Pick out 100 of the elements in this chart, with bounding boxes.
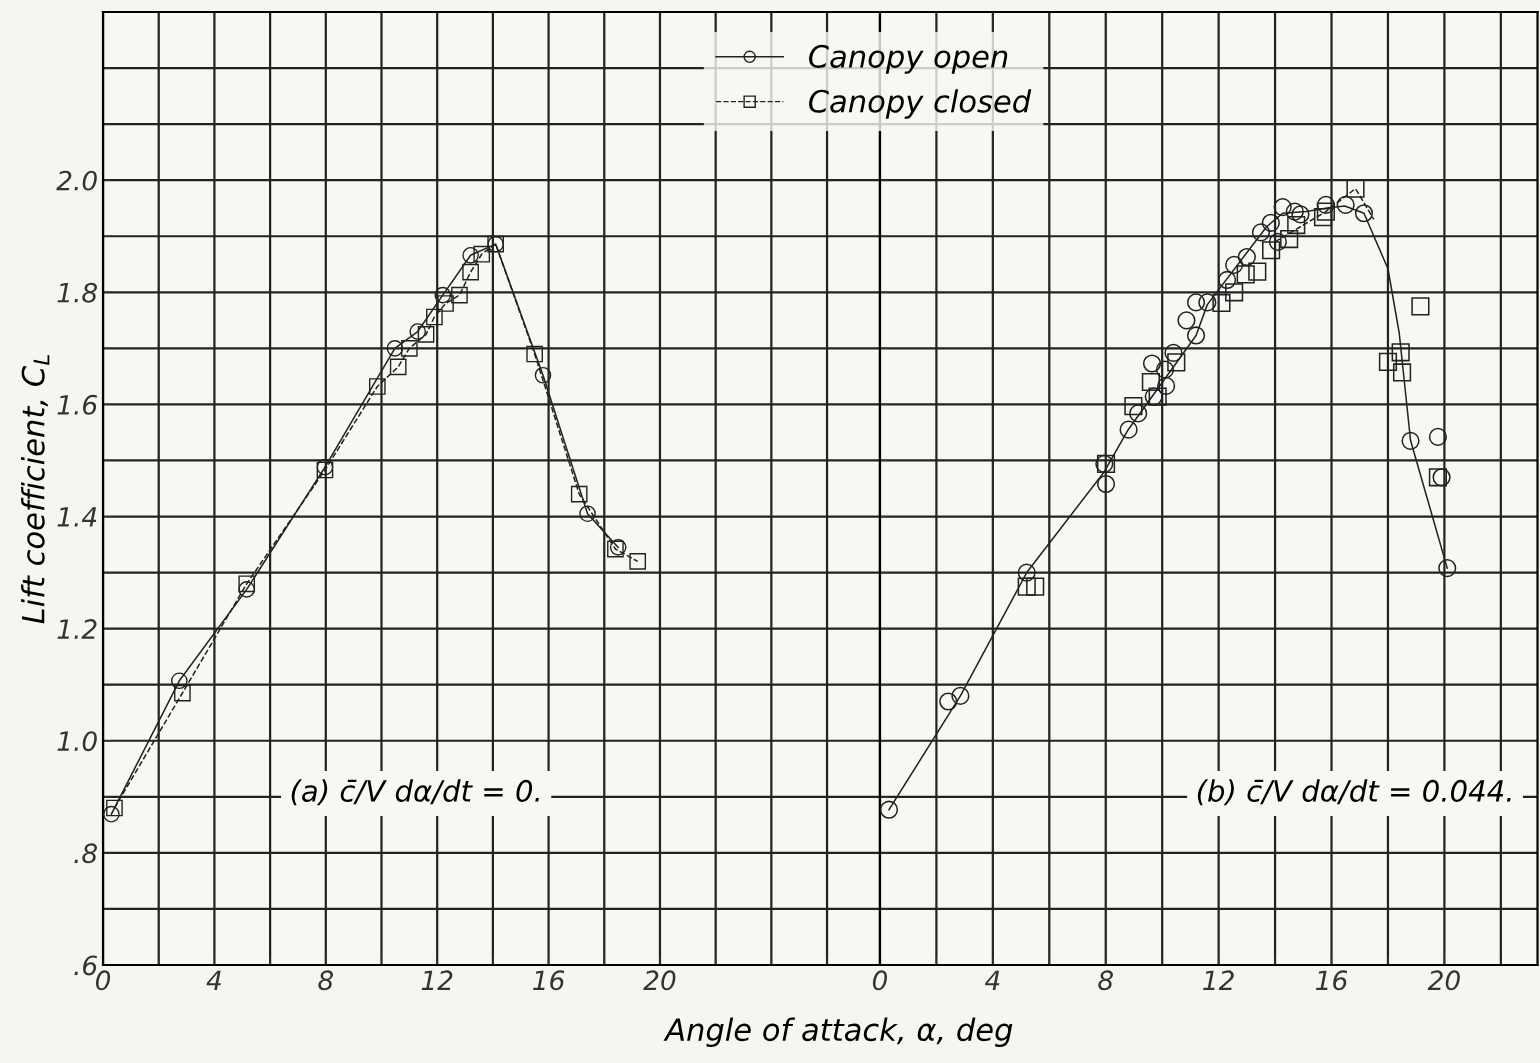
point: [1198, 293, 1217, 312]
point: [462, 263, 479, 281]
point: [437, 295, 454, 312]
point: [1237, 247, 1256, 267]
point: [629, 553, 647, 570]
point: [106, 799, 123, 817]
point: [1167, 353, 1186, 372]
point: [1287, 215, 1306, 235]
y-tick-label: 1.4: [57, 507, 97, 527]
point: [1428, 468, 1448, 487]
point: [1280, 229, 1299, 249]
x-tick-label: 20: [1427, 970, 1460, 991]
point: [473, 245, 491, 263]
point: [1401, 431, 1420, 450]
point: [417, 326, 435, 343]
point: [1251, 223, 1271, 242]
point: [238, 575, 256, 593]
point: [1291, 205, 1310, 224]
legend-label: Canopy open: [809, 44, 1008, 74]
point: [1129, 404, 1148, 423]
point: [426, 308, 443, 326]
point: [1217, 270, 1237, 290]
point: [879, 800, 899, 819]
point: [238, 581, 256, 598]
point: [534, 366, 552, 384]
x-tick-label: 0: [95, 970, 111, 991]
x-tick-label: 0: [872, 970, 888, 991]
point: [1378, 352, 1398, 371]
y-axis-title: Lift coefficient, C$_{L}$: [21, 354, 50, 624]
point: [1186, 293, 1206, 312]
point: [1148, 387, 1167, 406]
point: [1157, 376, 1176, 396]
point: [170, 672, 188, 690]
point: [1354, 204, 1374, 223]
point: [1391, 343, 1410, 362]
point: [1285, 202, 1304, 221]
x-tick-label: 4: [984, 970, 1000, 990]
point: [103, 805, 120, 823]
x-tick-label: 12: [421, 970, 453, 990]
x-axis-title: Angle of attack, α, deg: [663, 1017, 1013, 1048]
y-tick-label: 1.8: [57, 282, 98, 303]
point: [1392, 363, 1412, 382]
point: [1225, 255, 1244, 274]
point: [368, 378, 386, 395]
annotation: (b) c̄/V dα/dt = 0.044.: [1197, 779, 1511, 806]
point: [1236, 265, 1255, 284]
point: [1186, 326, 1206, 345]
x-tick-label: 16: [533, 970, 565, 991]
point: [386, 340, 404, 357]
point: [951, 686, 970, 706]
legend-label: Canopy closed: [809, 89, 1032, 119]
point: [1155, 360, 1175, 379]
point: [1268, 232, 1287, 251]
x-tick-label: 8: [318, 970, 334, 991]
point: [1316, 202, 1335, 221]
y-tick-label: 1.0: [57, 731, 97, 752]
point: [1432, 468, 1451, 487]
point: [939, 692, 958, 711]
point: [1141, 372, 1160, 392]
point: [570, 485, 588, 503]
point: [1313, 208, 1333, 227]
point: [174, 684, 191, 702]
point: [1438, 559, 1457, 578]
point: [1026, 577, 1045, 596]
point: [1316, 195, 1335, 214]
point: [462, 246, 479, 264]
point: [1119, 420, 1138, 439]
y-tick-label: .6: [74, 955, 97, 976]
y-tick-label: .8: [74, 843, 98, 864]
point: [1411, 297, 1430, 316]
point: [526, 345, 543, 363]
point: [1248, 262, 1267, 281]
point: [1096, 474, 1116, 494]
point: [1164, 343, 1183, 362]
point: [579, 505, 596, 523]
x-tick-label: 4: [206, 970, 221, 990]
point: [1336, 195, 1355, 214]
point: [1225, 283, 1244, 302]
point: [1428, 427, 1448, 447]
point: [1261, 213, 1280, 232]
point: [1017, 577, 1036, 596]
point: [1346, 179, 1365, 198]
x-tick-label: 12: [1203, 970, 1234, 990]
point: [409, 323, 427, 340]
x-tick-label: 20: [643, 970, 676, 991]
point: [1124, 396, 1143, 416]
y-tick-label: 1.2: [57, 619, 97, 639]
point: [1273, 197, 1292, 217]
point: [389, 358, 407, 376]
point: [1177, 311, 1196, 330]
x-tick-label: 8: [1098, 970, 1113, 991]
y-tick-label: 1.6: [57, 394, 97, 415]
point: [451, 286, 468, 304]
point: [1212, 293, 1231, 313]
point: [401, 340, 418, 357]
point: [1262, 241, 1281, 260]
x-tick-label: 16: [1316, 970, 1348, 991]
point: [1017, 563, 1036, 582]
y-tick-label: 2.0: [56, 170, 97, 191]
point: [1142, 354, 1162, 373]
